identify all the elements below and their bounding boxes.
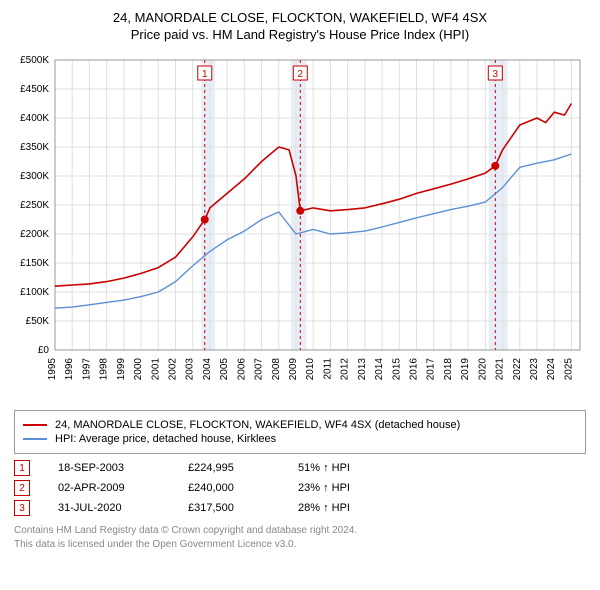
svg-text:2016: 2016 xyxy=(408,358,419,381)
svg-text:1: 1 xyxy=(202,69,208,80)
svg-text:3: 3 xyxy=(493,69,499,80)
sale-marker-num: 2 xyxy=(14,480,30,496)
svg-text:1999: 1999 xyxy=(116,358,127,381)
legend: 24, MANORDALE CLOSE, FLOCKTON, WAKEFIELD… xyxy=(14,410,586,454)
svg-text:2013: 2013 xyxy=(357,358,368,381)
svg-text:2008: 2008 xyxy=(271,358,282,381)
sale-pct: 28% ↑ HPI xyxy=(298,502,350,514)
sale-marker-num: 3 xyxy=(14,500,30,516)
sale-price: £224,995 xyxy=(188,462,298,474)
chart-svg: £0 £50K £100K £150K £200K £250K £300K £350K £400… xyxy=(10,50,590,400)
svg-text:1995: 1995 xyxy=(47,358,58,381)
svg-text:£450K: £450K xyxy=(20,84,49,95)
sale-date: 31-JUL-2020 xyxy=(58,502,188,514)
svg-text:2003: 2003 xyxy=(185,358,196,381)
svg-text:2014: 2014 xyxy=(374,358,385,381)
svg-text:2011: 2011 xyxy=(322,358,333,380)
svg-text:2019: 2019 xyxy=(460,358,471,381)
sale-date: 02-APR-2009 xyxy=(58,482,188,494)
sale-pct: 23% ↑ HPI xyxy=(298,482,350,494)
svg-text:2005: 2005 xyxy=(219,358,230,381)
sale-marker-num: 1 xyxy=(14,460,30,476)
svg-text:1996: 1996 xyxy=(64,358,75,381)
svg-text:£50K: £50K xyxy=(26,316,50,327)
svg-text:2006: 2006 xyxy=(236,358,247,381)
svg-text:2007: 2007 xyxy=(254,358,265,381)
legend-label: 24, MANORDALE CLOSE, FLOCKTON, WAKEFIELD… xyxy=(55,419,460,431)
title-subtitle: Price paid vs. HM Land Registry's House … xyxy=(10,27,590,42)
svg-text:£400K: £400K xyxy=(20,113,49,124)
svg-text:2009: 2009 xyxy=(288,358,299,381)
svg-text:2010: 2010 xyxy=(305,358,316,381)
legend-item: HPI: Average price, detached house, Kirk… xyxy=(23,433,577,445)
footer-line1: Contains HM Land Registry data © Crown c… xyxy=(14,524,586,538)
svg-text:£500K: £500K xyxy=(20,55,49,66)
svg-text:2000: 2000 xyxy=(133,358,144,381)
svg-text:£100K: £100K xyxy=(20,287,49,298)
svg-text:£200K: £200K xyxy=(20,229,49,240)
legend-item: 24, MANORDALE CLOSE, FLOCKTON, WAKEFIELD… xyxy=(23,419,577,431)
svg-text:2021: 2021 xyxy=(495,358,506,381)
sale-row: 1 18-SEP-2003£224,99551% ↑ HPI xyxy=(14,460,586,476)
svg-text:2018: 2018 xyxy=(443,358,454,381)
svg-text:2001: 2001 xyxy=(150,358,161,381)
svg-text:1997: 1997 xyxy=(81,358,92,381)
svg-text:1998: 1998 xyxy=(99,358,110,381)
sale-pct: 51% ↑ HPI xyxy=(298,462,350,474)
sale-price: £240,000 xyxy=(188,482,298,494)
svg-text:2002: 2002 xyxy=(167,358,178,381)
svg-text:2004: 2004 xyxy=(202,358,213,381)
footer-line2: This data is licensed under the Open Gov… xyxy=(14,538,586,552)
svg-text:2015: 2015 xyxy=(391,358,402,381)
svg-text:2025: 2025 xyxy=(563,358,574,381)
title-address: 24, MANORDALE CLOSE, FLOCKTON, WAKEFIELD… xyxy=(10,10,590,25)
svg-text:£350K: £350K xyxy=(20,142,49,153)
sales-table: 1 18-SEP-2003£224,99551% ↑ HPI 2 02-APR-200… xyxy=(14,460,586,516)
svg-text:2022: 2022 xyxy=(512,358,523,381)
svg-text:2012: 2012 xyxy=(340,358,351,381)
sale-row: 3 31-JUL-2020£317,50028% ↑ HPI xyxy=(14,500,586,516)
svg-text:£0: £0 xyxy=(38,345,50,356)
sale-row: 2 02-APR-2009£240,00023% ↑ HPI xyxy=(14,480,586,496)
price-chart: £0 £50K £100K £150K £200K £250K £300K £350K £400… xyxy=(10,50,590,400)
legend-swatch xyxy=(23,424,47,426)
svg-text:£250K: £250K xyxy=(20,200,49,211)
footer-attribution: Contains HM Land Registry data © Crown c… xyxy=(14,524,586,552)
sale-date: 18-SEP-2003 xyxy=(58,462,188,474)
svg-text:2: 2 xyxy=(298,69,304,80)
legend-label: HPI: Average price, detached house, Kirk… xyxy=(55,433,276,445)
svg-text:2023: 2023 xyxy=(529,358,540,381)
svg-text:£300K: £300K xyxy=(20,171,49,182)
legend-swatch xyxy=(23,438,47,440)
svg-text:2017: 2017 xyxy=(426,358,437,381)
chart-title-block: 24, MANORDALE CLOSE, FLOCKTON, WAKEFIELD… xyxy=(10,10,590,42)
svg-text:2024: 2024 xyxy=(546,358,557,381)
sale-price: £317,500 xyxy=(188,502,298,514)
svg-text:2020: 2020 xyxy=(477,358,488,381)
svg-text:£150K: £150K xyxy=(20,258,49,269)
